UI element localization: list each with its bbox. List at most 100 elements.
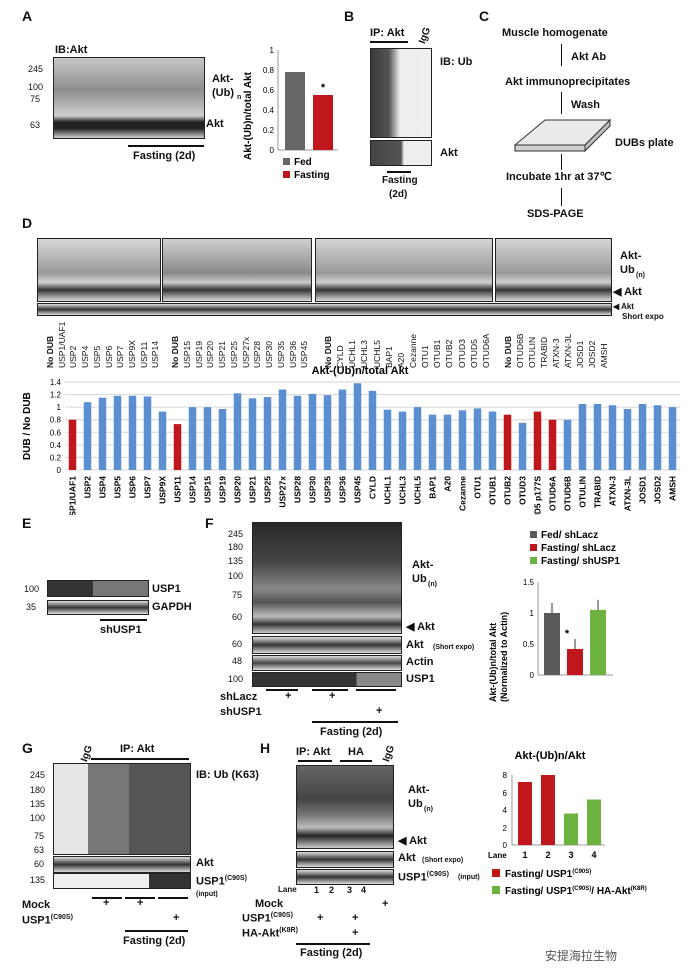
c-step-akt-ab: Akt Ab bbox=[571, 51, 607, 63]
d-bar bbox=[593, 404, 602, 470]
f-marker-48: 48 bbox=[232, 656, 243, 666]
f-marker-245: 245 bbox=[228, 529, 244, 539]
g-marker-245: 245 bbox=[30, 770, 46, 780]
g-marker-75: 75 bbox=[34, 831, 45, 841]
d-bar bbox=[218, 409, 227, 470]
f-lane-bar-1 bbox=[266, 689, 298, 691]
h-fasting-label: Fasting (2d) bbox=[300, 947, 363, 959]
g-plus-2: + bbox=[137, 897, 144, 909]
f-plus-1: + bbox=[285, 690, 292, 702]
c-plate-icon bbox=[513, 118, 612, 153]
a-ytick-04: 0.4 bbox=[263, 106, 275, 115]
f-marker-100: 100 bbox=[228, 571, 244, 581]
d-category-label: USP1/UAF1 bbox=[68, 476, 78, 515]
f-bar bbox=[544, 613, 560, 675]
d-bar bbox=[143, 396, 152, 470]
d-lane-label: OTUD6A bbox=[480, 333, 491, 368]
c-arrow-3 bbox=[561, 154, 562, 170]
h-ytick-6: 6 bbox=[503, 789, 508, 798]
d-category-label: USP11 bbox=[173, 476, 183, 503]
d-bar bbox=[668, 407, 677, 470]
c-step-dubs-plate: DUBs plate bbox=[615, 137, 674, 149]
d-lane-label: USP36 bbox=[287, 341, 298, 368]
a-ib-label: IB:Akt bbox=[55, 44, 88, 56]
d-category-label: ATXN-3 bbox=[608, 476, 618, 506]
a-fasting-label: Fasting (2d) bbox=[133, 150, 196, 162]
d-lane-label: USP1/UAF1 bbox=[56, 321, 67, 368]
h-bar bbox=[564, 813, 578, 845]
d-bar bbox=[338, 389, 347, 470]
d-category-label: USP30 bbox=[308, 476, 318, 503]
g-ip-label: IP: Akt bbox=[120, 743, 155, 755]
g-marker-135: 135 bbox=[30, 799, 46, 809]
d-bar-chart: Akt-(Ub)n/total Akt DUB / No DUB 1.4 1.2 1… bbox=[22, 365, 680, 515]
d-bar bbox=[263, 397, 272, 470]
d-lane-label: No DUB bbox=[170, 335, 180, 368]
f-marker-60: 60 bbox=[232, 612, 243, 622]
g-igg-label: IgG bbox=[79, 743, 96, 764]
d-category-label: OTUD3 bbox=[518, 476, 528, 505]
d-bar bbox=[188, 407, 197, 470]
d-lane-label: UCHL5 bbox=[371, 340, 382, 368]
h-igg-label: IgG bbox=[381, 743, 398, 764]
d-bar bbox=[323, 395, 332, 470]
h-usp1-row-label: USP1(C90S) bbox=[242, 912, 293, 925]
d-lane-label: USP45 bbox=[299, 341, 310, 368]
d-category-label: TRABID bbox=[593, 476, 603, 508]
d-lane-label: OTUD3 bbox=[456, 339, 467, 368]
d-lane-label: OTUB2 bbox=[444, 339, 455, 368]
d-lane-label: USP9X bbox=[126, 340, 137, 368]
panel-label-e: E bbox=[22, 515, 32, 531]
d-bar bbox=[248, 398, 257, 470]
c-step-incubate: Incubate 1hr at 37℃ bbox=[506, 171, 612, 183]
d-bar bbox=[608, 405, 617, 470]
f-shlacz-label: shLacz bbox=[220, 691, 258, 703]
f-bar bbox=[567, 648, 583, 675]
d-category-label: AMSH bbox=[668, 476, 678, 501]
a-marker-100: 100 bbox=[28, 82, 44, 92]
a-band-ub2: (Ub) bbox=[212, 87, 234, 99]
f-legend-swatch-2 bbox=[530, 544, 537, 551]
a-legend-fasting: Fasting bbox=[294, 170, 330, 181]
f-blot-akt-short bbox=[252, 636, 402, 654]
f-plus-2: + bbox=[329, 690, 336, 702]
h-ip-label: IP: Akt bbox=[296, 746, 331, 758]
d-category-label: OTUD5 p177S bbox=[533, 476, 543, 515]
d-bar bbox=[233, 393, 242, 470]
e-blot-usp1 bbox=[47, 580, 149, 597]
d-lane-label: No DUB bbox=[323, 335, 333, 368]
h-plus-ha: + bbox=[352, 927, 359, 939]
d-bar bbox=[533, 411, 542, 470]
f-legend-2: Fasting/ shLacz bbox=[541, 543, 616, 554]
a-legend-fed-swatch bbox=[283, 158, 290, 165]
f-marker-100b: 100 bbox=[228, 674, 244, 684]
d-lane-label: USP19 bbox=[193, 341, 204, 368]
h-lane-4: 4 bbox=[361, 885, 367, 895]
watermark: 安提海拉生物 bbox=[545, 949, 618, 963]
d-ytick: 0.6 bbox=[50, 428, 62, 437]
f-actin-label: Actin bbox=[406, 656, 434, 668]
d-category-label: USP7 bbox=[143, 476, 153, 498]
h-ub-label: Akt- bbox=[408, 784, 430, 796]
h-lane-3: 3 bbox=[347, 885, 353, 895]
f-blot-ub bbox=[252, 522, 402, 634]
d-lane-label: OTUB1 bbox=[432, 339, 443, 368]
d-ytick: 0.2 bbox=[50, 453, 62, 462]
d-category-label: USP28 bbox=[293, 476, 303, 503]
d-bar bbox=[413, 407, 422, 470]
d-lane-label: UCHL1 bbox=[347, 340, 358, 368]
h-ha-label: HA bbox=[348, 746, 364, 758]
h-plus-usp1-1: + bbox=[317, 912, 324, 924]
d-category-label: UCHL1 bbox=[383, 476, 393, 505]
d-ytick: 0.4 bbox=[50, 441, 62, 450]
c-step-wash: Wash bbox=[571, 99, 600, 111]
h-chart-lane-2: 2 bbox=[545, 850, 550, 860]
a-bar-fasting bbox=[313, 95, 333, 150]
d-lane-label: ATXN-3 bbox=[551, 338, 561, 368]
e-gapdh-label: GAPDH bbox=[152, 601, 192, 613]
d-category-label: UCHL3 bbox=[398, 476, 408, 505]
h-mock-label: Mock bbox=[255, 898, 284, 910]
d-lane-label: USP21 bbox=[217, 341, 227, 368]
f-star: * bbox=[565, 628, 570, 640]
